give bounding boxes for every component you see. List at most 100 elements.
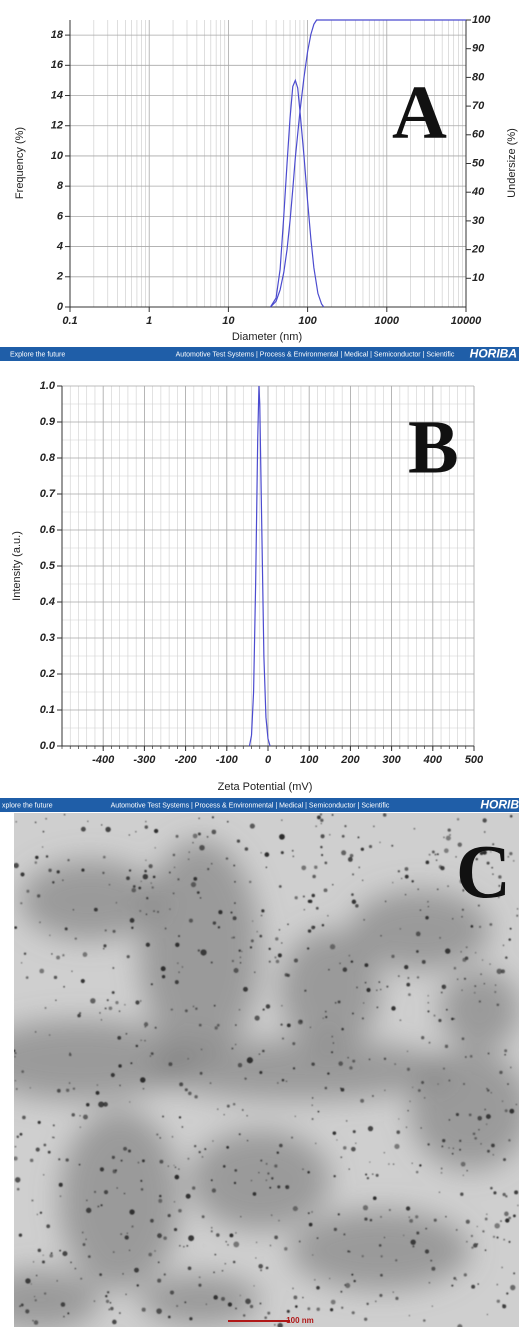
particle xyxy=(14,1049,16,1053)
banner xyxy=(0,347,519,361)
particle xyxy=(280,1023,283,1026)
particle xyxy=(502,1304,504,1306)
particle xyxy=(174,1174,180,1180)
shadow xyxy=(14,1270,100,1327)
particle xyxy=(278,1219,280,1222)
particle xyxy=(364,963,369,968)
particle xyxy=(150,1218,154,1223)
particle xyxy=(347,1056,349,1059)
particle xyxy=(139,1000,142,1002)
y2-tick-label: 80 xyxy=(472,71,485,83)
y-tick-label: 10 xyxy=(51,150,64,162)
particle xyxy=(198,1283,202,1287)
particle xyxy=(15,1088,18,1090)
particle xyxy=(188,851,190,853)
particle xyxy=(131,887,137,893)
particle xyxy=(115,1169,117,1172)
particle xyxy=(446,1008,448,1011)
particle xyxy=(482,1230,485,1233)
particle xyxy=(254,1015,260,1021)
particle xyxy=(468,1113,472,1117)
particle xyxy=(210,961,213,964)
x-tick-label: 100 xyxy=(298,315,317,327)
particle xyxy=(437,1083,439,1085)
particle xyxy=(398,975,400,977)
y2-tick-label: 30 xyxy=(472,215,485,227)
particle xyxy=(234,902,236,904)
particle xyxy=(233,1181,237,1185)
particle xyxy=(128,834,130,836)
particle xyxy=(463,1082,466,1085)
particle xyxy=(482,818,487,823)
particle xyxy=(108,1006,113,1011)
particle xyxy=(411,1162,413,1165)
particle xyxy=(395,1296,399,1300)
particle xyxy=(444,1044,449,1049)
particle xyxy=(78,1012,82,1015)
particle xyxy=(126,955,130,959)
particle xyxy=(112,967,115,970)
particle xyxy=(173,1201,176,1203)
particle xyxy=(164,927,167,930)
particle xyxy=(509,1108,515,1114)
particle xyxy=(233,864,236,867)
particle xyxy=(438,1191,441,1193)
particle xyxy=(321,854,324,857)
particle xyxy=(213,1004,216,1007)
particle xyxy=(199,844,205,851)
shadow xyxy=(350,890,490,970)
particle xyxy=(415,1215,419,1219)
particle xyxy=(330,1308,334,1312)
particle xyxy=(492,843,495,846)
particle xyxy=(352,1059,356,1063)
particle xyxy=(62,1251,68,1257)
particle xyxy=(351,1146,356,1152)
particle xyxy=(424,1097,426,1099)
particle xyxy=(244,1077,247,1080)
particle xyxy=(427,905,429,908)
particle xyxy=(135,830,137,833)
particle xyxy=(444,848,449,854)
y-tick-label: 0 xyxy=(57,301,64,313)
y-tick-label: 0.8 xyxy=(40,452,56,464)
particle xyxy=(225,857,229,860)
particle xyxy=(510,1066,512,1069)
particle xyxy=(505,956,508,959)
particles xyxy=(14,813,519,1327)
particle xyxy=(150,1052,154,1056)
particle xyxy=(348,954,351,957)
particle xyxy=(421,1036,425,1040)
particle xyxy=(445,835,451,841)
particle xyxy=(175,834,179,838)
particle xyxy=(427,1010,430,1013)
particle xyxy=(408,1216,410,1218)
shadow xyxy=(280,930,380,1050)
particle xyxy=(380,1273,383,1277)
particle xyxy=(455,1112,459,1117)
particle xyxy=(264,852,270,857)
particle xyxy=(226,1145,230,1149)
particle xyxy=(391,1006,396,1011)
particle xyxy=(239,961,242,964)
particle xyxy=(355,904,359,908)
x-tick-label: 0 xyxy=(265,754,272,766)
particle xyxy=(421,1081,425,1084)
particle xyxy=(420,1127,422,1129)
particle xyxy=(507,1083,509,1085)
particle xyxy=(235,1024,237,1026)
particle xyxy=(358,866,361,869)
particle xyxy=(167,1214,171,1218)
particle xyxy=(480,973,482,975)
particle xyxy=(99,1273,102,1276)
particle xyxy=(261,909,265,913)
particle xyxy=(183,1245,185,1248)
particle xyxy=(478,1129,480,1131)
particle xyxy=(413,827,416,830)
particle xyxy=(302,1296,304,1299)
particle xyxy=(504,1109,508,1113)
particle xyxy=(448,1079,451,1082)
particle xyxy=(484,1249,487,1251)
particle xyxy=(431,1266,436,1271)
particle xyxy=(333,1174,336,1178)
y-tick-label: 1.0 xyxy=(40,380,56,392)
